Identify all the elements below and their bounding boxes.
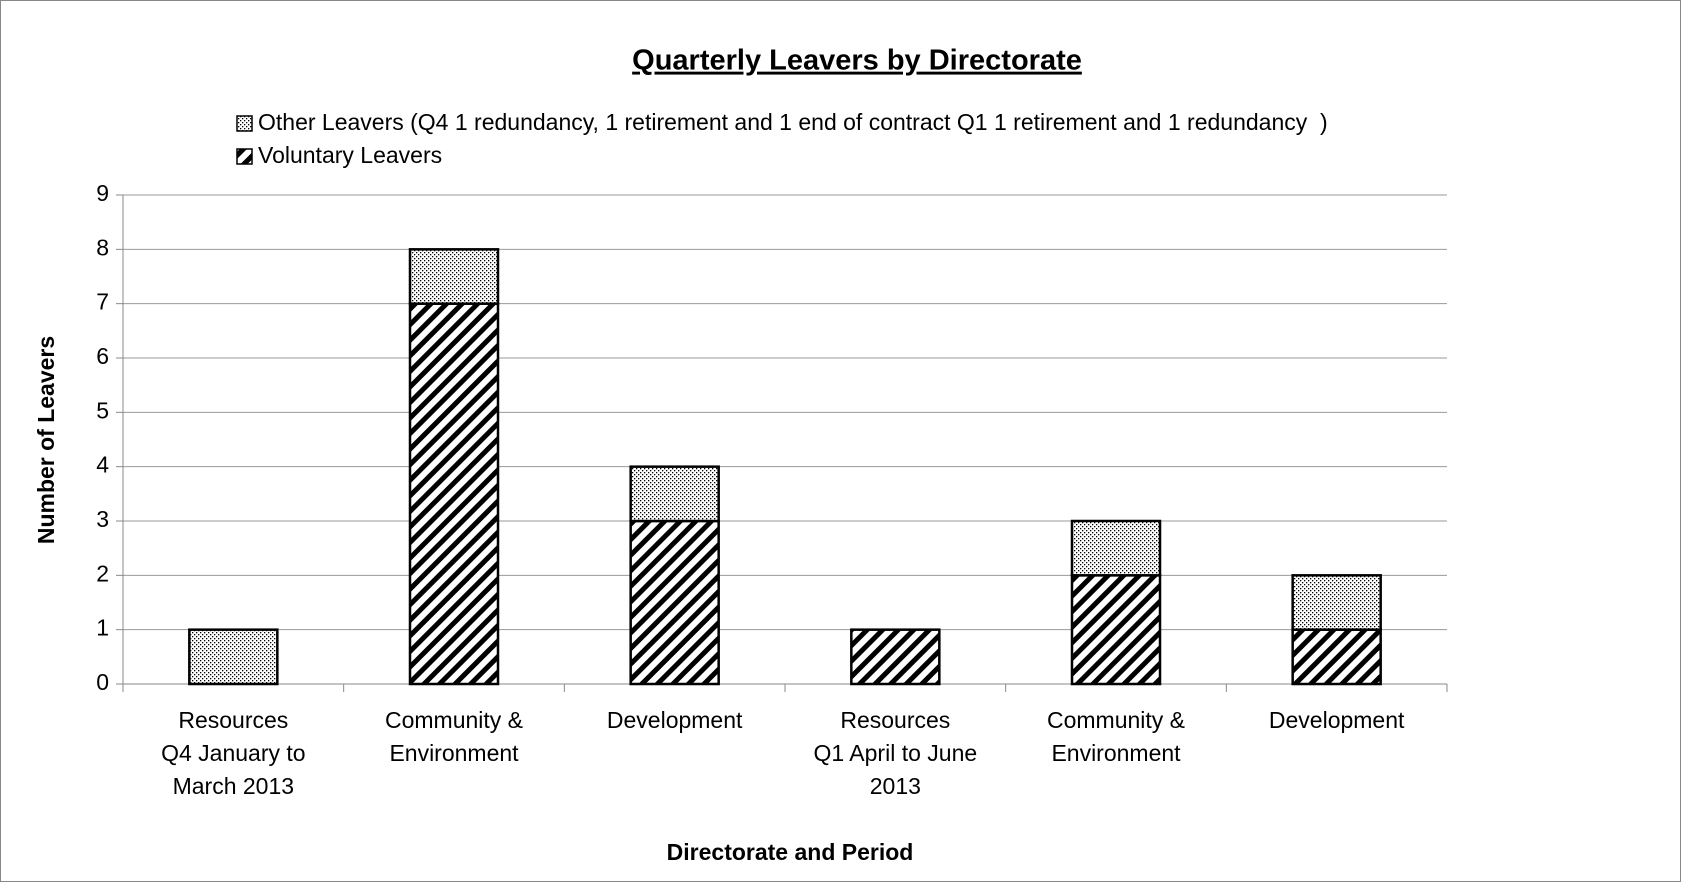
x-tick-label: Q4 January to: [161, 740, 305, 766]
bar-segment: [1070, 574, 1162, 686]
y-tick-label: 6: [96, 343, 109, 369]
x-tick-label: Environment: [1051, 740, 1181, 766]
x-axis-title: Directorate and Period: [667, 839, 914, 865]
x-tick-label: Resources: [178, 707, 288, 733]
y-axis-title: Number of Leavers: [33, 336, 59, 544]
y-tick-label: 7: [96, 289, 109, 315]
y-tick-label: 9: [96, 180, 109, 206]
x-tick-label: Environment: [389, 740, 519, 766]
legend-swatch: [236, 148, 253, 165]
legend-swatch: [236, 115, 253, 132]
x-tick-label: Community &: [385, 707, 523, 733]
x-tick-label: 2013: [870, 773, 921, 799]
bar-segment: [850, 628, 941, 686]
bar-segment: [408, 248, 500, 305]
y-tick-label: 1: [96, 615, 109, 641]
y-tick-label: 0: [96, 669, 109, 695]
legend-label: Other Leavers (Q4 1 redundancy, 1 retire…: [258, 109, 1328, 135]
bar-segment: [1070, 519, 1162, 577]
bar-segment: [1291, 574, 1382, 631]
x-tick-label: March 2013: [173, 773, 294, 799]
bar-segment: [408, 302, 500, 686]
x-tick-label: Resources: [840, 707, 950, 733]
chart-title: Quarterly Leavers by Directorate: [632, 45, 1082, 77]
bar-segment: [629, 465, 720, 523]
bar-segment: [1291, 628, 1382, 686]
x-tick-label: Development: [1269, 707, 1405, 733]
bar-segment: [188, 628, 279, 686]
y-tick-label: 8: [96, 234, 109, 260]
x-tick-label: Q1 April to June: [814, 740, 978, 766]
x-tick-label: Community &: [1047, 707, 1185, 733]
legend-label: Voluntary Leavers: [258, 142, 442, 168]
x-tick-label: Development: [607, 707, 743, 733]
bar-segment: [629, 519, 720, 686]
y-tick-label: 5: [96, 397, 109, 423]
y-tick-label: 4: [96, 452, 109, 478]
y-tick-label: 2: [96, 560, 109, 586]
y-tick-label: 3: [96, 506, 109, 532]
